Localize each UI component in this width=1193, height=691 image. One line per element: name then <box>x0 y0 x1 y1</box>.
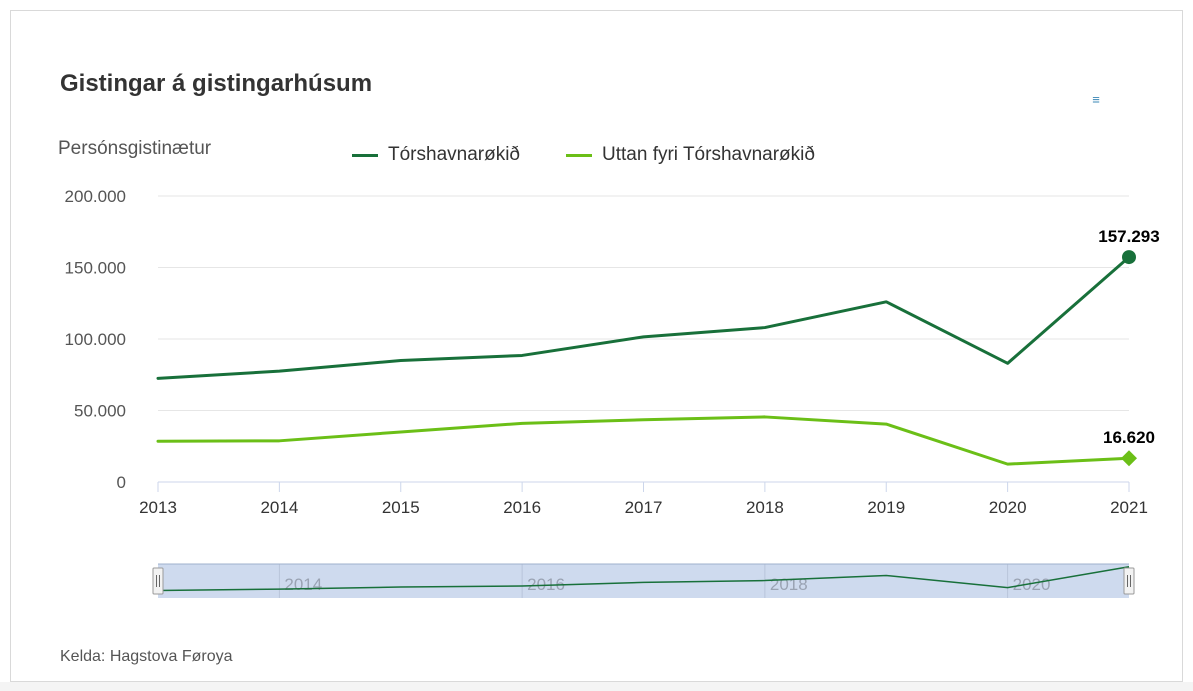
last-point-marker-series-2[interactable] <box>1121 450 1137 467</box>
navigator-right-handle[interactable] <box>1123 567 1135 595</box>
navigator-left-handle[interactable] <box>152 567 164 595</box>
x-tick-label: 2019 <box>867 498 905 517</box>
y-tick-label: 100.000 <box>65 330 126 349</box>
x-tick-label: 2013 <box>139 498 177 517</box>
y-tick-label: 150.000 <box>65 259 126 278</box>
legend-item-series-2[interactable]: Uttan fyri Tórshavnarøkið <box>566 142 815 168</box>
x-tick-label: 2020 <box>989 498 1027 517</box>
navigator-tick-label: 2020 <box>1013 575 1051 594</box>
x-tick-label: 2017 <box>625 498 663 517</box>
legend-swatch-series-2 <box>566 153 592 157</box>
data-label-series-2: 16.620 <box>1103 428 1155 447</box>
navigator-tick-label: 2014 <box>284 575 322 594</box>
x-tick-label: 2015 <box>382 498 420 517</box>
legend-swatch-series-1 <box>352 153 378 157</box>
x-tick-label: 2014 <box>260 498 298 517</box>
navigator-tick-label: 2018 <box>770 575 808 594</box>
legend-label-series-1: Tórshavnarøkið <box>388 144 520 165</box>
x-tick-label: 2018 <box>746 498 784 517</box>
navigator-range[interactable] <box>158 564 1129 598</box>
y-tick-label: 50.000 <box>74 402 126 421</box>
last-point-marker-series-1[interactable] <box>1122 250 1136 265</box>
y-tick-label: 0 <box>117 473 126 492</box>
hamburger-menu-icon[interactable]: ≡ <box>1092 92 1100 107</box>
y-tick-label: 200.000 <box>65 187 126 206</box>
series-line-2[interactable] <box>156 415 1131 466</box>
bottom-strip <box>0 682 1193 691</box>
x-tick-label: 2021 <box>1110 498 1148 517</box>
navigator-series-line <box>157 566 1130 592</box>
source-credit: Kelda: Hagstova Føroya <box>60 648 233 665</box>
legend-item-series-1[interactable]: Tórshavnarøkið <box>352 142 520 168</box>
series-line-1[interactable] <box>156 255 1131 380</box>
y-axis-label: Persónsgistinætur <box>58 138 212 159</box>
chart-title: Gistingar á gistingarhúsum <box>60 70 373 97</box>
legend-label-series-2: Uttan fyri Tórshavnarøkið <box>602 144 815 165</box>
x-tick-label: 2016 <box>503 498 541 517</box>
data-label-series-1: 157.293 <box>1098 227 1159 246</box>
navigator-tick-label: 2016 <box>527 575 565 594</box>
